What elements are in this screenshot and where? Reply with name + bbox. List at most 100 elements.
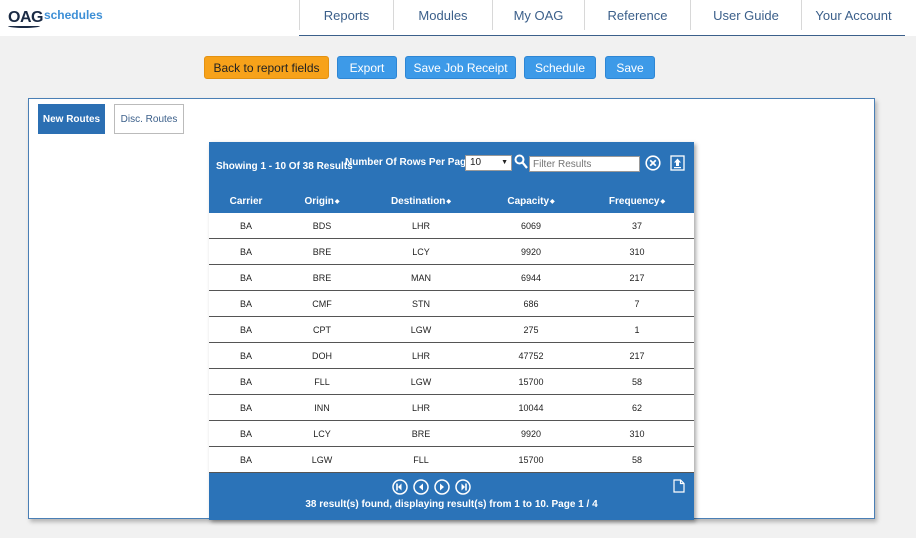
main-nav: Reports Modules My OAG Reference User Gu… (299, 0, 905, 36)
cell-origin: LCY (313, 429, 331, 439)
column-header-origin[interactable]: Origin◆ (304, 196, 339, 207)
column-header-label: Frequency (608, 196, 660, 207)
nav-reference[interactable]: Reference (584, 0, 690, 30)
column-header-frequency[interactable]: Frequency◆ (609, 196, 665, 207)
cell-capacity: 6944 (520, 273, 542, 283)
table-row[interactable]: BA DOH LHR 47752 217 (209, 343, 694, 369)
chevron-down-icon: ▼ (501, 159, 508, 166)
table-row[interactable]: BA CPT LGW 275 1 (209, 317, 694, 343)
cell-capacity: 275 (523, 325, 539, 335)
cell-frequency: 62 (631, 403, 643, 413)
nav-reports[interactable]: Reports (299, 0, 393, 30)
pagination-controls (392, 479, 471, 495)
column-header-capacity[interactable]: Capacity◆ (507, 196, 554, 207)
nav-your-account[interactable]: Your Account (801, 0, 905, 30)
column-header-carrier[interactable]: Carrier (230, 196, 263, 207)
cell-destination: FLL (413, 455, 429, 465)
nav-modules-label: Modules (418, 7, 468, 23)
cell-origin: CPT (313, 325, 331, 335)
cell-origin: BDS (312, 221, 332, 231)
cell-frequency: 58 (631, 455, 643, 465)
back-to-report-fields-button[interactable]: Back to report fields (204, 56, 329, 79)
cell-destination: LGW (410, 325, 432, 335)
next-page-icon[interactable] (434, 479, 450, 495)
grid-toolbar: Showing 1 - 10 Of 38 Results Number Of R… (209, 142, 694, 189)
sort-icon: ◆ (550, 199, 555, 205)
column-header-label: Carrier (229, 196, 263, 207)
grid-header-row: Carrier Origin◆ Destination◆ Capacity◆ F… (209, 189, 694, 213)
rows-per-page-value: 10 (470, 157, 482, 168)
clear-filter-icon[interactable] (645, 155, 661, 171)
first-page-icon[interactable] (392, 479, 408, 495)
cell-frequency: 58 (631, 377, 643, 387)
cell-capacity: 10044 (518, 403, 544, 413)
grid-footer: 38 result(s) found, displaying result(s)… (209, 473, 694, 520)
document-icon[interactable] (673, 479, 685, 493)
cell-frequency: 217 (629, 273, 645, 283)
nav-user-guide[interactable]: User Guide (690, 0, 801, 30)
results-grid: Showing 1 - 10 Of 38 Results Number Of R… (209, 142, 694, 520)
table-row[interactable]: BA BRE LCY 9920 310 (209, 239, 694, 265)
cell-destination: LHR (411, 221, 431, 231)
nav-your-account-label: Your Account (815, 7, 892, 23)
column-header-destination[interactable]: Destination◆ (391, 196, 451, 207)
table-row[interactable]: BA CMF STN 686 7 (209, 291, 694, 317)
nav-modules[interactable]: Modules (393, 0, 492, 30)
cell-origin: DOH (312, 351, 332, 361)
rows-per-page-label: Number Of Rows Per Page (345, 157, 472, 168)
nav-user-guide-label: User Guide (713, 7, 779, 23)
cell-carrier: BA (239, 221, 253, 231)
search-icon[interactable] (514, 154, 528, 170)
upload-export-icon[interactable] (670, 155, 685, 171)
table-row[interactable]: BA FLL LGW 15700 58 (209, 369, 694, 395)
save-job-receipt-button[interactable]: Save Job Receipt (405, 56, 516, 79)
last-page-icon[interactable] (455, 479, 471, 495)
cell-destination: BRE (411, 429, 431, 439)
table-row[interactable]: BA LGW FLL 15700 58 (209, 447, 694, 473)
cell-frequency: 310 (629, 429, 645, 439)
cell-origin: BRE (312, 273, 332, 283)
cell-origin: LGW (311, 455, 333, 465)
filter-results-input[interactable] (529, 156, 640, 172)
grid-body: BA BDS LHR 6069 37 BA BRE LCY 9920 310 BA BRE MAN 6… (209, 213, 694, 473)
cell-origin: CMF (312, 299, 332, 309)
nav-my-oag-label: My OAG (513, 7, 564, 23)
logo-product: schedules (43, 8, 103, 22)
cell-destination: LHR (411, 351, 431, 361)
table-row[interactable]: BA BDS LHR 6069 37 (209, 213, 694, 239)
cell-carrier: BA (239, 351, 253, 361)
cell-carrier: BA (239, 377, 253, 387)
oag-schedules-logo[interactable]: OAG schedules (8, 5, 103, 28)
column-header-label: Origin (304, 196, 334, 207)
export-button[interactable]: Export (337, 56, 397, 79)
table-row[interactable]: BA INN LHR 10044 62 (209, 395, 694, 421)
report-panel: New Routes Disc. Routes Showing 1 - 10 O… (28, 98, 875, 520)
cell-destination: LHR (411, 403, 431, 413)
previous-page-icon[interactable] (413, 479, 429, 495)
table-row[interactable]: BA BRE MAN 6944 217 (209, 265, 694, 291)
logo-brand: OAG (8, 9, 43, 26)
cell-carrier: BA (239, 325, 253, 335)
cell-origin: BRE (312, 247, 332, 257)
top-navigation-bar: OAG schedules Reports Modules My OAG Ref… (0, 0, 916, 36)
cell-destination: STN (412, 299, 430, 309)
cell-carrier: BA (239, 247, 253, 257)
cell-frequency: 217 (629, 351, 645, 361)
table-row[interactable]: BA LCY BRE 9920 310 (209, 421, 694, 447)
tab-disc-routes[interactable]: Disc. Routes (114, 104, 184, 134)
results-summary: 38 result(s) found, displaying result(s)… (305, 499, 598, 510)
cell-capacity: 9920 (520, 429, 542, 439)
cell-carrier: BA (239, 299, 253, 309)
tab-new-routes[interactable]: New Routes (38, 104, 105, 134)
cell-carrier: BA (239, 403, 253, 413)
cell-destination: MAN (411, 273, 431, 283)
rows-per-page-select[interactable]: 10 ▼ (465, 155, 512, 171)
save-button[interactable]: Save (605, 56, 655, 79)
nav-my-oag[interactable]: My OAG (492, 0, 584, 30)
cell-frequency: 1 (634, 325, 640, 335)
schedule-button[interactable]: Schedule (524, 56, 596, 79)
cell-capacity: 47752 (518, 351, 544, 361)
cell-capacity: 686 (523, 299, 539, 309)
cell-capacity: 15700 (518, 377, 544, 387)
cell-carrier: BA (239, 455, 253, 465)
